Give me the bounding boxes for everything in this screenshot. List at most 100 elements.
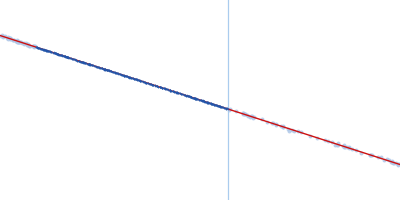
Point [37,47,44,50]
Point [204,101,211,104]
Point [158,85,164,89]
Point [55,53,62,56]
Point [306,134,313,138]
Point [116,73,123,76]
Point [181,93,188,97]
Point [34,46,40,49]
Point [62,55,68,58]
Point [216,105,223,108]
Point [322,138,328,141]
Point [130,77,136,80]
Point [206,101,212,105]
Point [53,52,59,55]
Point [62,55,68,58]
Point [160,87,167,90]
Point [108,70,114,73]
Point [378,156,384,159]
Point [133,77,139,81]
Point [44,49,51,52]
Point [208,102,215,105]
Point [190,96,197,99]
Point [178,92,184,95]
Point [199,99,206,102]
Point [117,72,123,76]
Point [78,60,85,63]
Point [107,70,114,73]
Point [342,145,348,148]
Point [218,105,224,108]
Point [86,63,92,66]
Point [92,64,99,68]
Point [134,78,140,81]
Point [284,127,291,130]
Point [33,46,39,49]
Point [65,56,72,59]
Point [0,36,6,39]
Point [248,115,254,118]
Point [118,73,124,76]
Point [182,93,188,97]
Point [128,76,135,80]
Point [0,35,6,38]
Point [186,95,192,98]
Point [76,59,82,62]
Point [45,49,52,52]
Point [82,62,89,65]
Point [155,85,162,88]
Point [95,66,101,69]
Point [36,47,42,50]
Point [200,99,206,102]
Point [340,145,346,148]
Point [38,47,45,51]
Point [222,107,228,110]
Point [96,66,102,69]
Point [106,69,113,72]
Point [74,59,81,62]
Point [108,70,114,73]
Point [390,161,396,164]
Point [188,96,194,99]
Point [94,65,101,68]
Point [221,106,228,109]
Point [188,96,194,99]
Point [121,74,127,77]
Point [64,55,70,58]
Point [149,83,155,87]
Point [4,35,11,39]
Point [291,130,298,133]
Point [226,108,232,111]
Point [198,99,204,102]
Point [177,92,183,95]
Point [170,90,177,93]
Point [367,154,373,157]
Point [278,124,284,127]
Point [77,60,84,63]
Point [286,129,292,132]
Point [167,89,173,92]
Point [34,46,41,49]
Point [213,104,220,107]
Point [76,59,82,63]
Point [136,79,142,82]
Point [210,102,216,106]
Point [128,76,135,79]
Point [45,49,51,52]
Point [43,49,49,52]
Point [42,49,48,52]
Point [119,73,126,77]
Point [40,48,46,51]
Point [145,81,151,85]
Point [54,52,61,55]
Point [168,89,174,92]
Point [30,45,37,48]
Point [87,63,93,66]
Point [113,71,119,75]
Point [216,104,223,108]
Point [154,85,160,88]
Point [111,71,117,74]
Point [214,104,220,107]
Point [43,49,49,52]
Point [67,57,74,60]
Point [159,86,165,89]
Point [124,75,130,78]
